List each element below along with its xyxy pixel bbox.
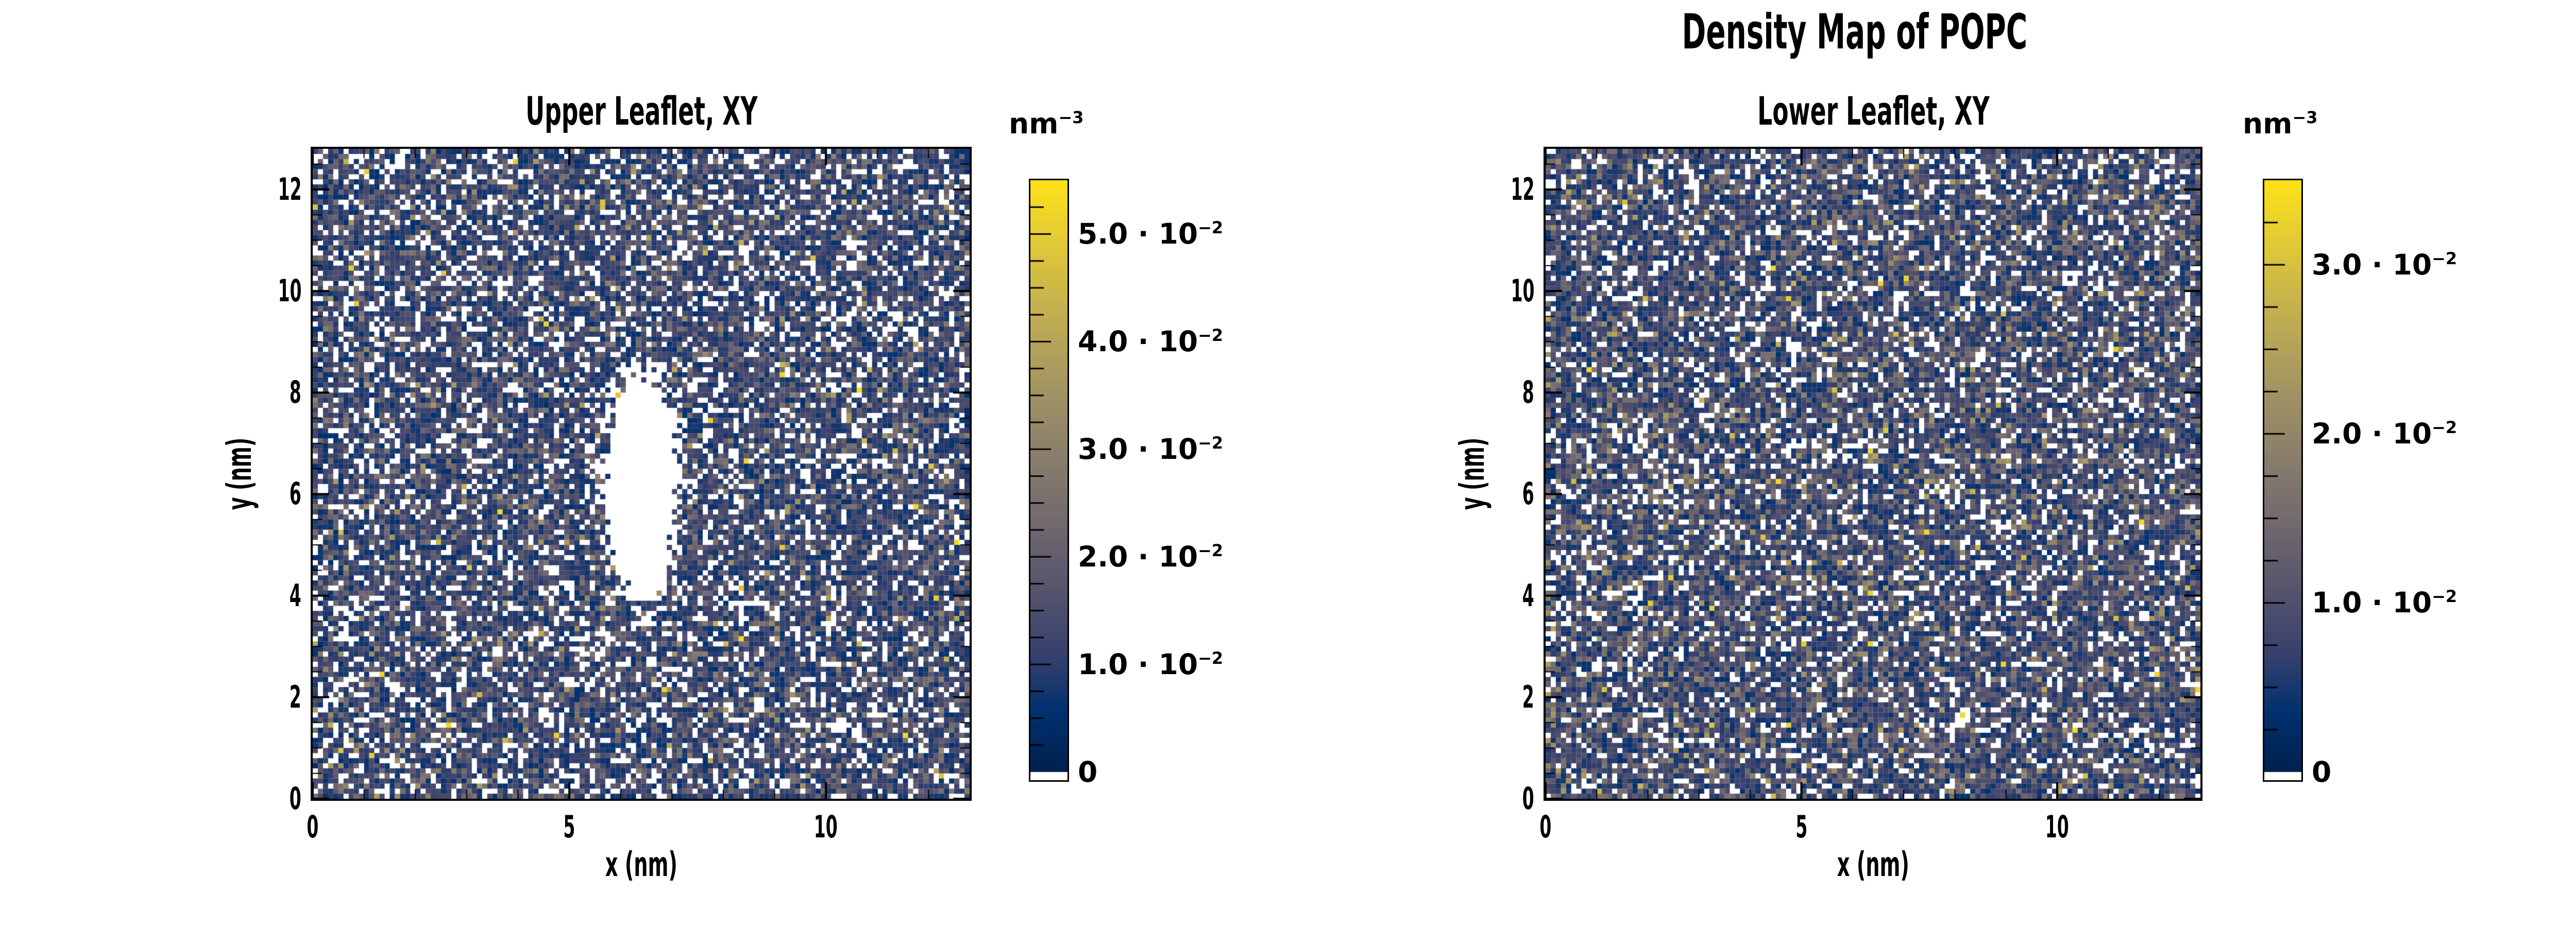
x-tick-label: 10 <box>2045 809 2069 845</box>
colorbar-tick-label: 0 <box>1078 755 1098 788</box>
y-tick-label: 10 <box>1511 273 1534 310</box>
heatmap-canvas-upper-leaflet <box>313 149 970 799</box>
x-axis-label-lower: x (nm) <box>1837 845 1910 884</box>
y-tick-label: 10 <box>278 273 301 310</box>
plot-area-upper-leaflet <box>311 147 972 801</box>
x-tick-label: 10 <box>814 809 838 845</box>
y-tick-label: 8 <box>1522 374 1534 411</box>
colorbar-tick-label: 1.0 · 10−2 <box>1078 647 1224 681</box>
x-axis-label-upper: x (nm) <box>605 845 678 884</box>
y-tick-label: 0 <box>1522 781 1534 817</box>
panel-title-upper-leaflet: Upper Leaflet, XY <box>525 88 758 134</box>
colorbar-tick-label: 2.0 · 10−2 <box>2312 417 2458 450</box>
y-tick-label: 0 <box>290 781 301 817</box>
colorbar-upper-leaflet <box>1029 179 1069 782</box>
y-tick-label: 8 <box>290 374 301 411</box>
y-axis-label-upper: y (nm) <box>219 437 259 510</box>
colorbar-lower-leaflet <box>2263 179 2303 782</box>
y-tick-label: 6 <box>290 476 301 512</box>
colorbar-tick-label: 3.0 · 10−2 <box>1078 432 1224 466</box>
x-tick-label: 5 <box>1795 809 1807 845</box>
y-tick-label: 4 <box>1522 577 1534 614</box>
y-tick-label: 2 <box>290 679 301 715</box>
plot-area-lower-leaflet <box>1544 147 2202 801</box>
y-axis-label-lower: y (nm) <box>1452 437 1492 510</box>
y-tick-label: 2 <box>1522 679 1534 715</box>
y-tick-label: 12 <box>278 171 301 208</box>
figure-title: Density Map of POPC <box>1682 4 2028 60</box>
x-tick-label: 0 <box>1539 809 1552 845</box>
heatmap-canvas-lower-leaflet <box>1546 149 2200 799</box>
y-tick-label: 12 <box>1511 171 1534 208</box>
colorbar-tick-label: 2.0 · 10−2 <box>1078 540 1224 573</box>
colorbar-tick-label: 1.0 · 10−2 <box>2312 586 2458 620</box>
x-tick-label: 0 <box>307 809 319 845</box>
panel-title-lower-leaflet: Lower Leaflet, XY <box>1757 88 1990 134</box>
colorbar-tick-label: 0 <box>2312 755 2332 788</box>
colorbar-unit-label-0: nm−3 <box>1009 107 1084 140</box>
colorbar-tick-label: 5.0 · 10−2 <box>1078 217 1224 250</box>
y-tick-label: 4 <box>290 577 301 614</box>
colorbar-tick-label: 3.0 · 10−2 <box>2312 248 2458 281</box>
colorbar-tick-label: 4.0 · 10−2 <box>1078 324 1224 358</box>
colorbar-unit-label-1: nm−3 <box>2243 107 2318 140</box>
y-tick-label: 6 <box>1522 476 1534 512</box>
x-tick-label: 5 <box>563 809 575 845</box>
